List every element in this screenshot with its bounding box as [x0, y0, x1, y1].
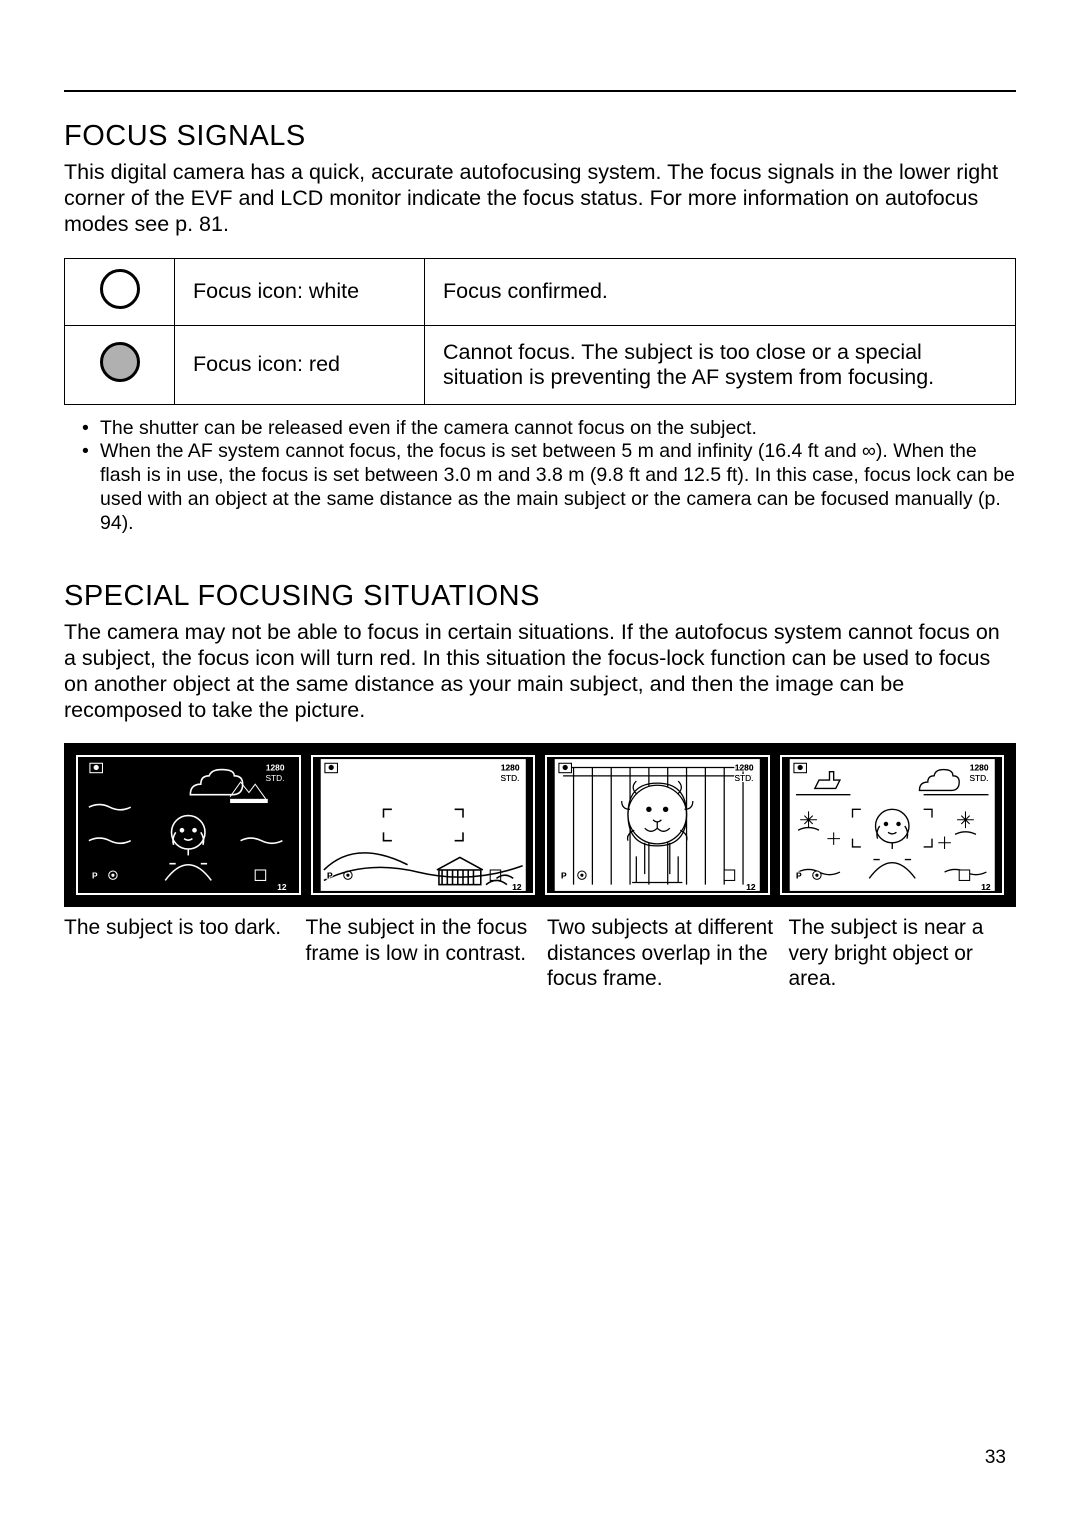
- svg-text:STD.: STD.: [969, 773, 988, 783]
- svg-text:12: 12: [512, 882, 522, 892]
- focus-icon-white-cell: [65, 258, 175, 325]
- circle-red-icon: [100, 342, 140, 382]
- top-rule: [64, 90, 1016, 92]
- scene-bright: 1280 1280 STD. STD. P P 12 12: [780, 755, 1005, 895]
- caption: The subject is near a very bright object…: [789, 915, 1017, 991]
- table-row: Focus icon: red Cannot focus. The subjec…: [65, 325, 1016, 404]
- focus-icon-red-cell: [65, 325, 175, 404]
- counter-label: 12: [277, 882, 287, 892]
- focus-notes: The shutter can be released even if the …: [82, 417, 1016, 536]
- svg-text:STD.: STD.: [500, 773, 519, 783]
- std-label: STD.: [265, 773, 284, 783]
- note-item: When the AF system cannot focus, the foc…: [82, 440, 1016, 535]
- svg-text:1280: 1280: [969, 763, 988, 773]
- focus-signals-heading: FOCUS SIGNALS: [64, 120, 1016, 153]
- focus-signals-table: Focus icon: white Focus confirmed. Focus…: [64, 258, 1016, 405]
- scene-low-contrast: 1280 1280 STD. STD. P P 12 12: [311, 755, 536, 895]
- svg-text:P: P: [796, 871, 802, 881]
- focus-icon-white-label: Focus icon: white: [175, 258, 425, 325]
- svg-text:12: 12: [981, 882, 991, 892]
- res-label: 1280: [266, 763, 285, 773]
- circle-white-icon: [100, 269, 140, 309]
- svg-text:P: P: [561, 871, 567, 881]
- svg-text:1280: 1280: [500, 763, 519, 773]
- svg-text:P: P: [327, 871, 333, 881]
- situations-strip: 1280 STD. P 12: [64, 743, 1016, 907]
- page-number: 33: [985, 1447, 1006, 1469]
- special-heading: SPECIAL FOCUSING SITUATIONS: [64, 580, 1016, 613]
- caption: The subject is too dark.: [64, 915, 292, 991]
- focus-icon-red-label: Focus icon: red: [175, 325, 425, 404]
- scene-overlap: 1280 1280 STD. STD. P P 12 12: [545, 755, 770, 895]
- situation-captions: The subject is too dark. The subject in …: [64, 915, 1016, 991]
- focus-icon-red-desc: Cannot focus. The subject is too close o…: [425, 325, 1016, 404]
- focus-icon-white-desc: Focus confirmed.: [425, 258, 1016, 325]
- svg-text:12: 12: [746, 882, 756, 892]
- special-intro: The camera may not be able to focus in c…: [64, 619, 1016, 724]
- scene-dark: 1280 STD. P 12: [76, 755, 301, 895]
- svg-text:1280: 1280: [735, 763, 754, 773]
- note-item: The shutter can be released even if the …: [82, 417, 1016, 441]
- svg-text:STD.: STD.: [734, 773, 753, 783]
- caption: Two subjects at different distances over…: [547, 915, 775, 991]
- p-label: P: [92, 871, 98, 881]
- caption: The subject in the focus frame is low in…: [306, 915, 534, 991]
- focus-signals-intro: This digital camera has a quick, accurat…: [64, 159, 1016, 238]
- table-row: Focus icon: white Focus confirmed.: [65, 258, 1016, 325]
- manual-page: FOCUS SIGNALS This digital camera has a …: [0, 0, 1080, 991]
